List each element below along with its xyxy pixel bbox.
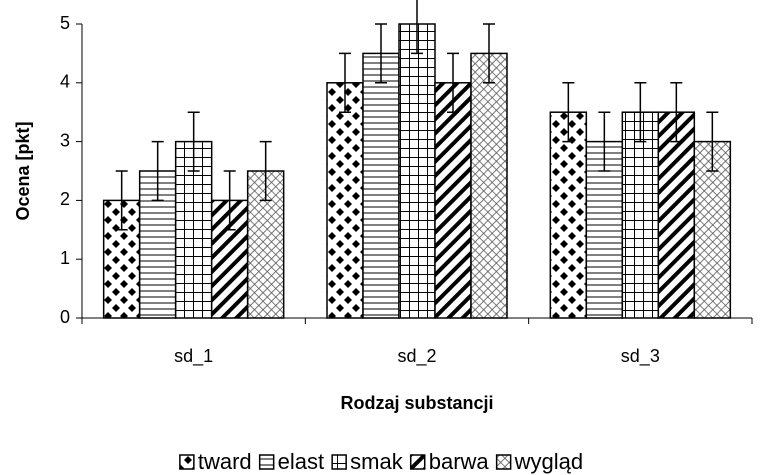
y-tick-label: 3 xyxy=(60,130,70,150)
bar xyxy=(398,23,436,319)
x-tick-label: sd_3 xyxy=(621,346,660,367)
y-tick-label: 1 xyxy=(60,248,70,268)
y-tick-label: 4 xyxy=(60,72,70,92)
error-bar xyxy=(259,140,272,202)
error-bar xyxy=(375,23,387,84)
legend-label: smak xyxy=(350,449,404,474)
y-axis-title: Ocena [pkt] xyxy=(13,121,33,220)
error-bar xyxy=(598,111,611,172)
error-bar xyxy=(411,0,423,55)
legend-label: tward xyxy=(198,449,252,474)
error-bar xyxy=(634,82,647,143)
legend-label: barwa xyxy=(429,449,490,474)
bar xyxy=(326,82,364,319)
y-tick-label: 5 xyxy=(60,13,70,33)
x-tick-label: sd_1 xyxy=(174,346,213,367)
error-bar xyxy=(562,82,575,143)
legend-swatch xyxy=(495,454,512,470)
error-bar xyxy=(187,111,200,172)
bar xyxy=(657,111,696,319)
bar xyxy=(621,111,660,319)
error-bar xyxy=(447,52,459,113)
legend-swatch xyxy=(331,454,347,470)
x-tick-label: sd_2 xyxy=(397,346,436,367)
bar xyxy=(470,52,508,319)
error-bar xyxy=(115,170,128,231)
error-bar xyxy=(706,111,719,172)
x-axis-title: Rodzaj substancji xyxy=(340,393,493,413)
legend-swatch xyxy=(258,454,275,470)
y-tick-label: 2 xyxy=(60,189,70,209)
legend-swatch xyxy=(179,454,195,470)
bar xyxy=(434,82,472,319)
bar xyxy=(362,52,400,319)
error-bar xyxy=(339,52,351,113)
legend-label: elast xyxy=(278,449,324,474)
error-bar xyxy=(151,140,164,202)
bar xyxy=(549,111,588,319)
error-bar xyxy=(223,170,236,231)
legend-label: wygląd xyxy=(514,449,583,474)
error-bar xyxy=(670,82,683,143)
error-bar xyxy=(483,23,495,84)
legend-swatch xyxy=(409,454,426,470)
y-tick-label: 0 xyxy=(60,307,70,327)
